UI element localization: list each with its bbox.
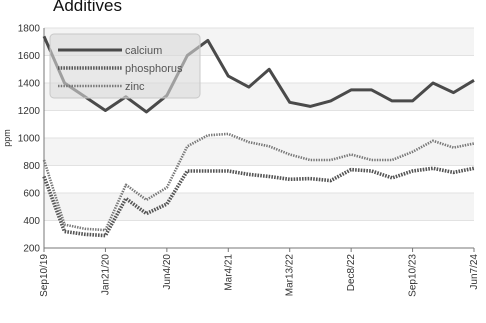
legend-label-calcium: calcium <box>125 45 162 57</box>
y-tick-label: 1000 <box>18 134 41 145</box>
legend: calcium phosphorus zinc <box>49 33 201 99</box>
legend-label-phosphorus: phosphorus <box>125 63 183 75</box>
axes <box>43 28 475 252</box>
y-tick-label: 1600 <box>18 51 41 62</box>
y-axis-label: ppm <box>2 129 12 147</box>
y-tick-label: 400 <box>23 216 40 227</box>
x-tick-label: Mar4/21 <box>223 254 234 291</box>
chart-title: Additives <box>53 0 122 15</box>
y-tick-label: 1200 <box>18 106 41 117</box>
x-tick-label: Jan21/20 <box>100 254 111 296</box>
x-tick-label: Mar13/22 <box>285 254 296 297</box>
x-tick-label: Jun4/20 <box>162 254 173 290</box>
series-line-phosphorus <box>42 166 475 238</box>
y-tick-label: 1800 <box>18 24 41 35</box>
y-tick-label: 200 <box>23 244 40 255</box>
y-tick-label: 1400 <box>18 79 41 90</box>
series-line-zinc <box>42 132 475 232</box>
x-tick-label: Jun7/24 <box>469 254 480 290</box>
x-tick-label: Dec8/22 <box>346 254 357 292</box>
series-lines <box>42 35 475 238</box>
x-tick-label: Sep10/19 <box>39 254 50 297</box>
legend-label-zinc: zinc <box>125 81 145 93</box>
y-tick-label: 800 <box>23 161 40 172</box>
x-tick-label: Sep10/23 <box>408 254 419 297</box>
grid-band <box>44 193 474 221</box>
grid-band <box>44 138 474 166</box>
series-line-calcium <box>42 35 475 114</box>
y-tick-label: 600 <box>23 189 40 200</box>
y-tick-labels: 200 400 600 800 1000 1200 1400 1600 1800 <box>18 24 41 255</box>
x-tick-labels: Sep10/19 Jan21/20 Jun4/20 Mar4/21 Mar13/22 De… <box>39 254 480 297</box>
